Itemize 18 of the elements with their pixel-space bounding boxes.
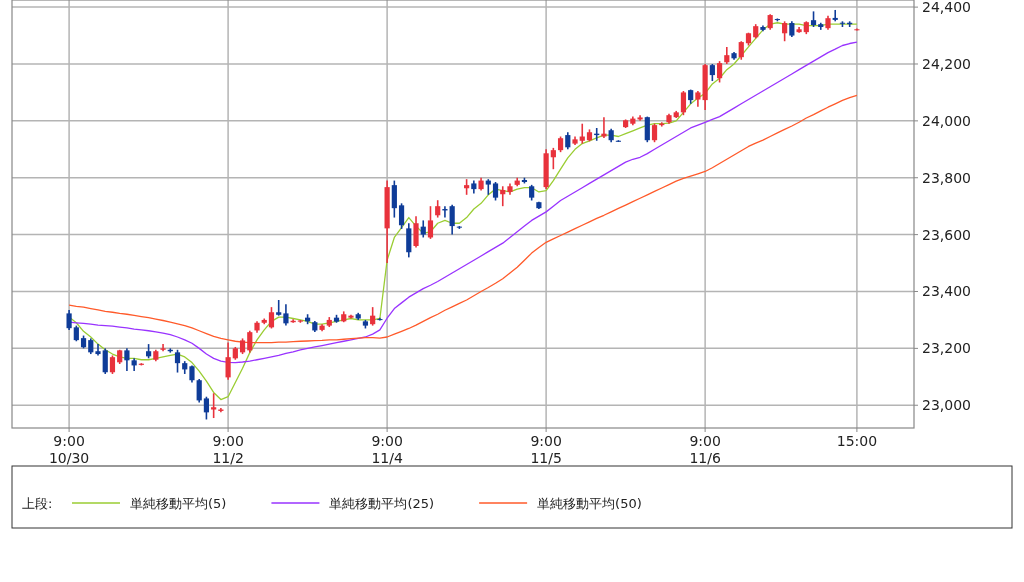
y-tick-label: 23,600 [922, 226, 971, 243]
y-tick-label: 23,400 [922, 283, 971, 300]
legend-label: 単純移動平均(25) [329, 496, 435, 511]
x-tick-label: 9:00 11/4 [371, 433, 403, 466]
y-tick-label: 23,200 [922, 340, 971, 357]
legend-title: 上段: [22, 496, 53, 511]
y-tick-label: 24,400 [922, 0, 971, 16]
legend-label: 単純移動平均(50) [537, 496, 642, 511]
x-tick-label: 9:00 10/30 [48, 433, 90, 466]
y-tick-label: 23,800 [922, 169, 971, 186]
y-tick-label: 24,000 [922, 112, 971, 129]
x-tick-label: 9:00 11/2 [212, 433, 244, 466]
x-tick-label: 9:00 11/5 [530, 433, 562, 466]
x-tick-label: 9:00 11/6 [689, 433, 721, 466]
y-tick-label: 23,000 [922, 397, 971, 414]
x-tick-label: 15:00 [836, 433, 878, 449]
legend-label: 単純移動平均(5) [130, 496, 227, 511]
y-tick-label: 24,200 [922, 55, 971, 72]
